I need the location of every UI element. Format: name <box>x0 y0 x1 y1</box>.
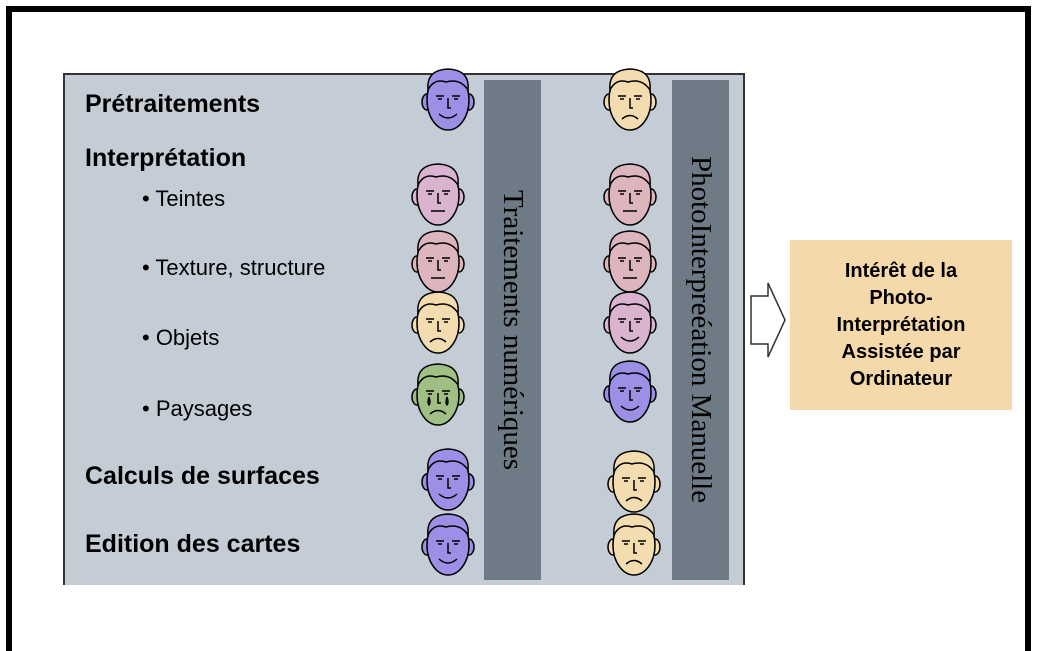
face-mouth <box>621 114 639 120</box>
column-label: PhotoInterpreéation Manuelle <box>685 156 717 504</box>
face-nose <box>437 260 441 271</box>
face-eyes <box>618 387 642 392</box>
face-hair <box>427 68 469 93</box>
column-bar <box>672 80 729 580</box>
face-nose <box>447 478 451 489</box>
face-hair <box>417 291 459 316</box>
face-nose <box>447 543 451 554</box>
face-hair <box>609 230 651 255</box>
face-eyes <box>426 318 450 323</box>
face-mouth <box>625 559 643 565</box>
face <box>603 360 657 423</box>
face-mouth <box>620 405 640 411</box>
face-eyes <box>436 540 460 545</box>
face-hair <box>427 448 469 473</box>
face-hair <box>609 163 651 188</box>
face-mouth <box>438 558 458 564</box>
face-mouth <box>438 493 458 499</box>
face <box>603 230 657 293</box>
face <box>607 450 661 513</box>
face-hair <box>609 68 651 93</box>
face-eyes <box>426 257 450 262</box>
row-label: Calculs de surfaces <box>85 462 320 490</box>
face-hair <box>613 513 655 538</box>
face <box>421 448 475 511</box>
face-hair <box>417 230 459 255</box>
face-mouth <box>438 113 458 119</box>
face-nose <box>633 480 637 491</box>
result-line: Assistée par <box>841 340 961 363</box>
face-eyes <box>622 477 646 482</box>
face-nose <box>437 193 441 204</box>
face-nose <box>633 543 637 554</box>
face <box>603 291 657 354</box>
face-nose <box>447 98 451 109</box>
face-nose <box>437 321 441 332</box>
face-nose <box>629 98 633 109</box>
row-label: Edition des cartes <box>85 530 301 558</box>
face-nose <box>629 390 633 401</box>
face-eyes <box>436 475 460 480</box>
face <box>607 513 661 576</box>
face <box>421 68 475 131</box>
face <box>603 163 657 226</box>
face-mouth <box>429 409 447 415</box>
arrow <box>750 282 786 358</box>
face-hair <box>417 163 459 188</box>
face-hair <box>609 291 651 316</box>
row-label: • Teintes <box>142 186 226 211</box>
face-eyes <box>436 95 460 100</box>
face-eyes <box>426 190 450 195</box>
face-eyes <box>618 95 642 100</box>
face-hair <box>417 363 459 388</box>
row-label: • Texture, structure <box>142 255 326 280</box>
result-line: Photo- <box>869 286 933 309</box>
face-tear <box>427 396 449 407</box>
result-line: Ordinateur <box>849 367 953 390</box>
face-mouth <box>620 336 640 342</box>
row-label: Prétraitements <box>85 90 261 118</box>
face-hair <box>613 450 655 475</box>
face-mouth <box>625 496 643 502</box>
face-hair <box>427 513 469 538</box>
face-eyes <box>426 390 450 395</box>
face <box>603 68 657 131</box>
column-label: Traitements numériques <box>497 189 529 471</box>
face <box>411 363 465 426</box>
result-line: Intérêt de la <box>844 259 958 282</box>
face-hair <box>609 360 651 385</box>
face <box>411 230 465 293</box>
face-nose <box>437 393 441 404</box>
face <box>421 513 475 576</box>
result-box: Intérêt de la Photo- Interprétation Assi… <box>790 240 1012 410</box>
row-label: • Paysages <box>142 396 253 421</box>
face <box>411 291 465 354</box>
row-label: • Objets <box>142 325 220 350</box>
face <box>411 163 465 226</box>
face-eyes <box>618 257 642 262</box>
face-nose <box>629 193 633 204</box>
face-nose <box>629 260 633 271</box>
face-mouth <box>429 337 447 343</box>
slide-frame <box>6 6 1031 651</box>
face-eyes <box>618 318 642 323</box>
face-eyes <box>622 540 646 545</box>
row-label: Interprétation <box>85 144 247 172</box>
face-nose <box>629 321 633 332</box>
face-eyes <box>618 190 642 195</box>
result-line: Interprétation <box>836 313 966 336</box>
column-bar <box>484 80 541 580</box>
